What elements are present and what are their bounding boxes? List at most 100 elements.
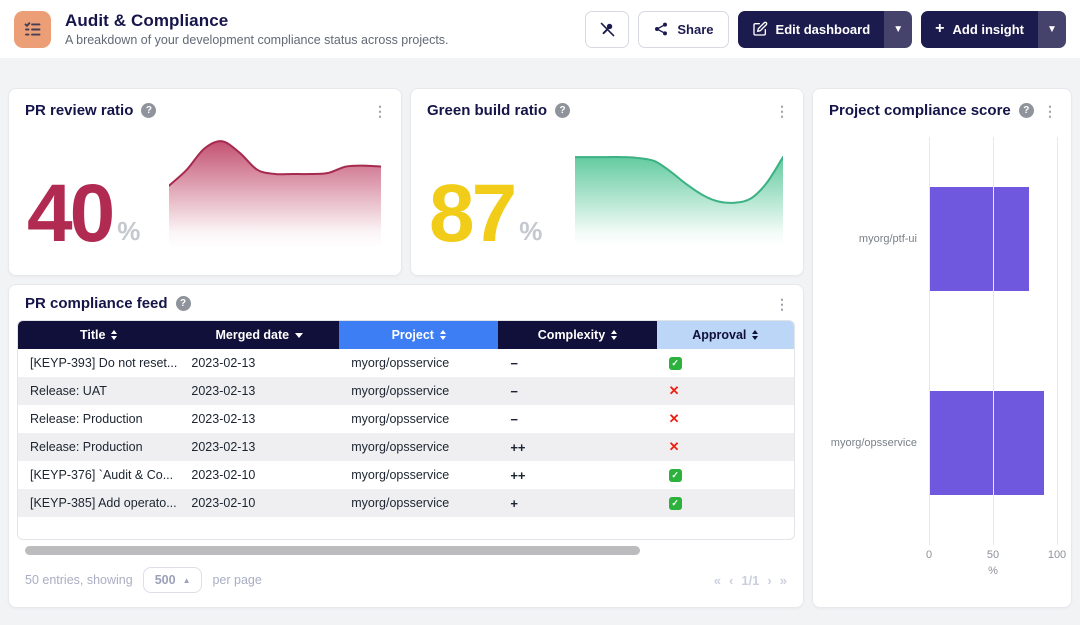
card-title-feed: PR compliance feed	[25, 295, 168, 312]
cell-complexity: −	[510, 411, 518, 427]
next-page-button[interactable]: ›	[767, 572, 772, 588]
help-icon[interactable]: ?	[141, 103, 157, 118]
x-axis-ticks: 0 50 100	[926, 549, 1066, 563]
green-build-trend-line	[575, 156, 783, 204]
page-title: Audit & Compliance	[65, 11, 229, 30]
cell-approval: ✓	[657, 489, 794, 517]
feed-table-wrapper: Title Merged date Project Complexity Approva…	[17, 320, 795, 540]
column-header-title[interactable]: Title	[18, 321, 180, 349]
caret-down-icon: ▼	[893, 23, 904, 35]
add-insight-button[interactable]: + Add insight	[921, 10, 1038, 48]
column-header-approval[interactable]: Approval	[656, 321, 794, 349]
cell-project: myorg/opsservice	[351, 440, 450, 454]
edit-dashboard-caret-button[interactable]: ▼	[884, 10, 913, 48]
add-insight-caret-button[interactable]: ▼	[1038, 10, 1066, 48]
gridline	[929, 137, 930, 545]
last-page-button[interactable]: »	[779, 572, 787, 588]
unpin-button[interactable]	[585, 10, 630, 48]
help-icon[interactable]: ?	[1018, 103, 1034, 118]
pr-review-trend-chart	[169, 140, 381, 247]
gridline	[993, 137, 994, 545]
green-build-trend-area	[575, 157, 783, 247]
kebab-menu-icon[interactable]: ⋮	[775, 295, 789, 312]
first-page-button[interactable]: «	[713, 572, 721, 588]
cell-approval: ✕	[657, 405, 794, 433]
cell-project: myorg/opsservice	[351, 496, 450, 510]
edit-icon	[752, 21, 767, 36]
kebab-menu-icon[interactable]: ⋮	[1043, 102, 1057, 119]
table-row[interactable]: Release: UAT 2023-02-13 myorg/opsservice − ✕	[18, 377, 794, 405]
share-button[interactable]: Share	[638, 10, 729, 48]
cell-title: Release: Production	[30, 412, 143, 426]
x-tick-label: 50	[986, 549, 1000, 561]
x-tick-label: 100	[1047, 549, 1067, 561]
cell-complexity: −	[510, 383, 518, 399]
cell-title: Release: UAT	[30, 384, 107, 398]
edit-dashboard-label: Edit dashboard	[775, 21, 871, 37]
page-size-select[interactable]: 500 ▲	[142, 567, 203, 593]
cell-approval: ✓	[657, 461, 794, 489]
pr-review-ratio-value: 40 %	[27, 167, 141, 259]
approval-check-icon: ✓	[668, 469, 682, 483]
page-subtitle: A breakdown of your development complian…	[65, 33, 449, 47]
cell-project: myorg/opsservice	[351, 384, 450, 398]
sort-icon	[439, 330, 446, 340]
card-title-compliance: Project compliance score	[829, 102, 1011, 119]
cell-complexity: ++	[510, 439, 526, 455]
card-pr-compliance-feed: PR compliance feed ? ⋮ Title Merged date P…	[8, 284, 804, 608]
sort-desc-icon	[295, 332, 304, 338]
horizontal-scrollbar-thumb[interactable]	[25, 546, 640, 555]
cell-merged-date: 2023-02-13	[191, 412, 256, 426]
table-row[interactable]: [KEYP-376] `Audit & Co... 2023-02-10 myorg…	[18, 461, 794, 489]
prev-page-button[interactable]: ‹	[729, 572, 734, 588]
cell-title: Release: Production	[30, 440, 143, 454]
cell-title: [KEYP-385] Add operato...	[30, 496, 177, 510]
checklist-icon	[24, 21, 41, 36]
column-header-project[interactable]: Project	[339, 321, 499, 349]
help-icon[interactable]: ?	[175, 296, 191, 311]
share-icon	[655, 22, 668, 36]
add-insight-split-button: + Add insight ▼	[921, 10, 1066, 48]
add-insight-label: Add insight	[952, 21, 1025, 37]
edit-dashboard-split-button: Edit dashboard ▼	[737, 10, 913, 48]
cell-complexity: ++	[510, 467, 526, 483]
bar	[929, 186, 1029, 292]
bar	[929, 390, 1045, 496]
card-title-green-build: Green build ratio	[427, 102, 548, 119]
table-row[interactable]: Release: Production 2023-02-13 myorg/opsse…	[18, 433, 794, 461]
cell-title: [KEYP-376] `Audit & Co...	[30, 468, 174, 482]
column-header-complexity[interactable]: Complexity	[498, 321, 657, 349]
approval-check-icon: ✓	[668, 497, 682, 511]
page-size-value: 500	[154, 573, 176, 587]
sort-icon	[611, 330, 618, 340]
table-row[interactable]: [KEYP-393] Do not reset... 2023-02-13 myor…	[18, 349, 794, 377]
help-icon[interactable]: ?	[555, 103, 571, 118]
x-axis-label: %	[988, 565, 998, 577]
cell-merged-date: 2023-02-13	[191, 440, 256, 454]
column-label: Merged date	[215, 328, 290, 342]
table-row[interactable]: Release: Production 2023-02-13 myorg/opsse…	[18, 405, 794, 433]
column-header-merged-date[interactable]: Merged date	[179, 321, 340, 349]
cell-merged-date: 2023-02-13	[191, 356, 256, 370]
cell-complexity: −	[510, 355, 518, 371]
cell-project: myorg/opsservice	[351, 356, 450, 370]
bar-plot-area	[929, 137, 1058, 545]
table-row[interactable]: [KEYP-385] Add operato... 2023-02-10 myorg…	[18, 489, 794, 517]
edit-dashboard-button[interactable]: Edit dashboard	[737, 10, 885, 48]
cell-merged-date: 2023-02-10	[191, 496, 256, 510]
feed-footer: 50 entries, showing 500 ▲ per page « ‹ 1…	[17, 567, 795, 593]
approval-cross-icon: ✕	[668, 411, 680, 426]
sort-icon	[111, 330, 118, 340]
pr-review-trend-line	[169, 140, 381, 187]
cell-approval: ✓	[657, 349, 794, 377]
compliance-bar-chart: myorg/ptf-ui myorg/opsservice 0 50 100%	[813, 137, 1071, 577]
column-label: Project	[391, 328, 434, 342]
cell-merged-date: 2023-02-13	[191, 384, 256, 398]
card-green-build-ratio: Green build ratio ? ⋮ 87 %	[410, 88, 804, 276]
pr-review-trend-area	[169, 141, 381, 247]
kebab-menu-icon[interactable]: ⋮	[775, 102, 789, 119]
kebab-menu-icon[interactable]: ⋮	[373, 102, 387, 119]
green-build-trend-chart	[575, 156, 783, 247]
approval-check-icon: ✓	[668, 357, 682, 371]
cell-merged-date: 2023-02-10	[191, 468, 256, 482]
